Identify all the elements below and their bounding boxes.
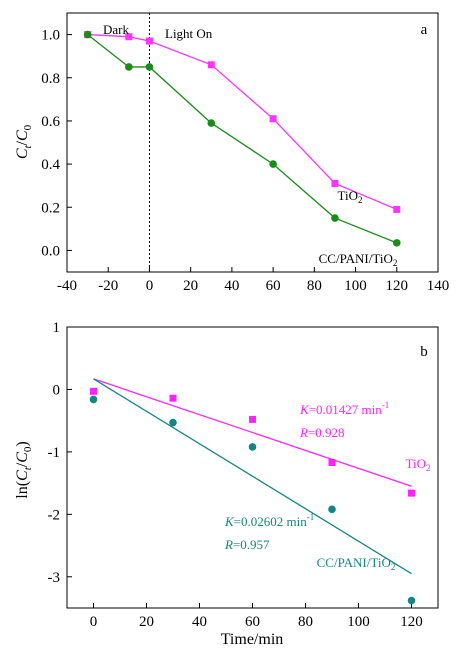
legend-tio2-label-b: TiO2 xyxy=(406,456,431,473)
data-point-cc-pani-tio2 xyxy=(407,596,416,605)
panel-a-plot-frame xyxy=(66,12,439,273)
panel-b-x-axis-title: Time/min xyxy=(221,631,284,648)
panel-b-x-axis: 0 20 40 60 80 100 120 xyxy=(90,603,423,630)
legend-tio2-label: TiO2 xyxy=(338,188,363,205)
data-point-cc-pani-tio2 xyxy=(89,395,98,404)
x-tick-label-20: 20 xyxy=(139,614,154,630)
data-point-tio2 xyxy=(90,387,97,395)
x-tick-label-0: 0 xyxy=(146,278,154,294)
data-point-cc-pani-tio2 xyxy=(207,119,216,127)
tio2-rate-constant: K=0.01427 min-1 xyxy=(299,400,389,417)
x-tick-label-20: 20 xyxy=(183,278,198,294)
light-on-annotation: Light On xyxy=(165,26,213,41)
x-tick-label-120: 120 xyxy=(386,278,409,294)
y-tick-label-3: -3 xyxy=(48,570,61,586)
legend-cc-pani-tio2-label-b: CC/PANI/TiO2 xyxy=(317,555,396,572)
panel-a-degradation-curve: -40 -20 0 20 40 60 80 100 120 140 0.0 0.2 0.4 0.6 0.8… xyxy=(14,12,449,294)
legend-cc-pani-tio2-label: CC/PANI/TiO2 xyxy=(319,251,398,268)
x-tick-label-60: 60 xyxy=(266,278,281,294)
x-tick-label-80: 80 xyxy=(307,278,322,294)
fit-line-cc-pani-tio2 xyxy=(93,378,412,575)
y-tick-label-1: -1 xyxy=(48,445,61,461)
data-point-tio2 xyxy=(125,33,133,41)
panel-b-series xyxy=(89,378,416,605)
x-tick-label-40: -40 xyxy=(57,278,77,294)
data-point-cc-pani-tio2 xyxy=(248,443,257,451)
data-point-cc-pani-tio2 xyxy=(169,418,177,427)
data-point-tio2 xyxy=(393,205,401,213)
data-point-tio2 xyxy=(169,394,177,402)
data-point-cc-pani-tio2 xyxy=(145,63,154,71)
y-tick-label-0-2: 0.2 xyxy=(41,200,60,216)
x-tick-label-0: 0 xyxy=(90,614,98,630)
y-tick-label-0-4: 0.4 xyxy=(41,157,60,173)
x-tick-label-40: 40 xyxy=(224,278,239,294)
panel-a-x-axis: -40 -20 0 20 40 60 80 100 120 140 xyxy=(57,267,449,294)
y-tick-label-0-6: 0.6 xyxy=(41,114,60,130)
data-point-cc-pani-tio2 xyxy=(331,214,339,222)
panel-b-y-axis: -3 -2 -1 0 1 xyxy=(48,320,72,586)
x-tick-label-100: 100 xyxy=(347,614,370,630)
y-tick-label-2: -2 xyxy=(48,507,61,523)
data-point-tio2 xyxy=(331,180,339,188)
data-point-cc-pani-tio2 xyxy=(269,160,277,168)
y-tick-label-1: 1 xyxy=(53,320,61,336)
data-point-tio2 xyxy=(249,415,256,423)
data-point-cc-pani-tio2 xyxy=(392,239,401,247)
cc-pani-tio2-rate-constant: K=0.02602 min-1 xyxy=(224,512,314,529)
panel-b-y-axis-title: ln(Ct/C0) xyxy=(14,441,34,498)
data-point-cc-pani-tio2 xyxy=(83,30,92,39)
y-tick-label-0-8: 0.8 xyxy=(41,71,60,87)
dark-annotation: Dark xyxy=(103,22,129,37)
panel-b-label: b xyxy=(420,344,428,360)
data-point-tio2 xyxy=(207,61,215,69)
cc-pani-tio2-correlation: R=0.957 xyxy=(224,537,270,552)
y-tick-label-1-0: 1.0 xyxy=(41,28,60,44)
panel-a-label: a xyxy=(421,22,428,38)
x-tick-label-80: 80 xyxy=(298,614,313,630)
panel-a-y-axis-title: Ct/C0 xyxy=(14,124,34,159)
panel-a-series xyxy=(83,30,401,247)
x-tick-label-120: 120 xyxy=(400,614,423,630)
y-tick-label-0-0: 0.0 xyxy=(41,243,60,259)
panel-b-kinetics-plot: 0 20 40 60 80 100 120 -3 -2 -1 0 1 b ln(Ct/C0) Tim… xyxy=(14,320,439,648)
data-point-cc-pani-tio2 xyxy=(328,505,336,514)
x-tick-label-140: 140 xyxy=(427,278,450,294)
data-point-cc-pani-tio2 xyxy=(125,63,133,71)
fit-line-tio2 xyxy=(93,378,412,487)
x-tick-label-20: -20 xyxy=(98,278,118,294)
series-line-tio2 xyxy=(87,33,398,211)
series-line-cc-pani-tio2 xyxy=(87,34,398,244)
panel-a-y-axis: 0.0 0.2 0.4 0.6 0.8 1.0 xyxy=(41,28,72,259)
data-point-tio2 xyxy=(145,37,153,45)
data-point-tio2 xyxy=(328,459,336,467)
x-tick-label-40: 40 xyxy=(192,614,207,630)
data-point-tio2 xyxy=(408,489,415,497)
x-tick-label-60: 60 xyxy=(245,614,260,630)
tio2-correlation: R=0.928 xyxy=(299,425,345,440)
x-tick-label-100: 100 xyxy=(344,278,367,294)
y-tick-label-0: 0 xyxy=(53,382,61,398)
data-point-tio2 xyxy=(269,115,277,123)
